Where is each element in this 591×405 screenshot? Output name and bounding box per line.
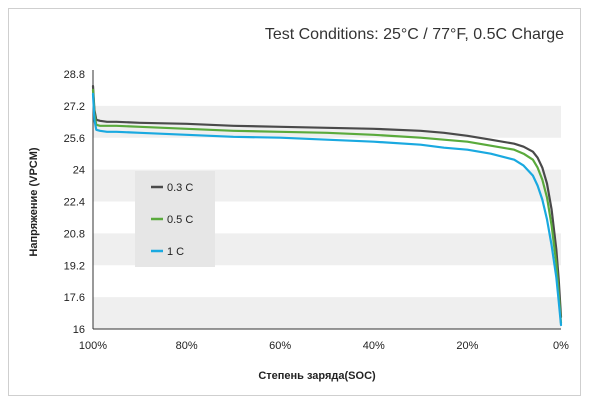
y-tick-label: 16 <box>73 324 85 336</box>
series-line <box>91 88 563 325</box>
line-chart: 16 17.6 19.2 20.8 22.4 24 25.6 27.2 28.8 100% 80%… <box>28 26 569 382</box>
legend: 0.3 C 0.5 C 1 C <box>135 171 215 267</box>
series-line <box>91 84 563 319</box>
y-tick-label: 28.8 <box>64 69 85 81</box>
y-axis-label: Напряжение (VPCM) <box>28 147 40 256</box>
x-tick-label: 0% <box>553 340 569 352</box>
y-tick-label: 27.2 <box>64 101 85 113</box>
x-axis-ticks: 100% 80% 60% 40% 20% 0% <box>79 340 569 352</box>
x-tick-label: 40% <box>363 340 385 352</box>
y-axis-ticks: 16 17.6 19.2 20.8 22.4 24 25.6 27.2 28.8 <box>64 69 85 336</box>
y-tick-label: 25.6 <box>64 133 85 145</box>
x-tick-label: 80% <box>176 340 198 352</box>
series-lines <box>91 84 563 327</box>
y-tick-label: 24 <box>73 165 85 177</box>
x-tick-label: 20% <box>456 340 478 352</box>
chart-title: Test Conditions: 25°C / 77°F, 0.5C Charg… <box>265 26 564 43</box>
legend-label: 0.3 C <box>167 182 193 194</box>
x-axis-label: Степень заряда(SOC) <box>258 370 376 382</box>
legend-label: 0.5 C <box>167 214 193 226</box>
y-tick-label: 22.4 <box>64 197 85 209</box>
chart-frame: 16 17.6 19.2 20.8 22.4 24 25.6 27.2 28.8 100% 80%… <box>8 8 581 396</box>
grid-band <box>93 297 561 329</box>
legend-box <box>135 171 215 267</box>
legend-label: 1 C <box>167 246 184 258</box>
series-line <box>91 92 563 327</box>
x-tick-label: 60% <box>269 340 291 352</box>
grid-bands <box>93 105 561 329</box>
y-tick-label: 17.6 <box>64 292 85 304</box>
y-tick-label: 19.2 <box>64 260 85 272</box>
x-tick-label: 100% <box>79 340 107 352</box>
y-tick-label: 20.8 <box>64 228 85 240</box>
